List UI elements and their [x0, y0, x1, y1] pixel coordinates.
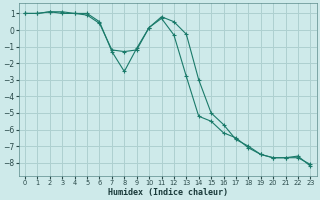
- X-axis label: Humidex (Indice chaleur): Humidex (Indice chaleur): [108, 188, 228, 197]
